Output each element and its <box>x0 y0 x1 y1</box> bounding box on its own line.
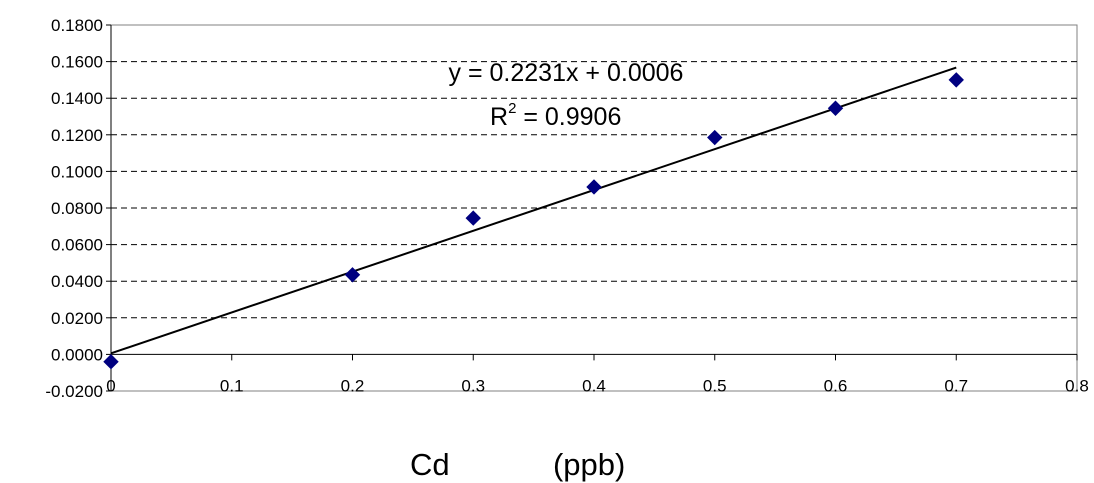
axes <box>106 24 1078 392</box>
data-point <box>586 179 602 195</box>
x-tick-label: 0.2 <box>341 376 365 395</box>
y-tick-label: 0.1200 <box>51 126 103 145</box>
y-tick-label: 0.0200 <box>51 309 103 328</box>
y-tick-label: 0.1400 <box>51 89 103 108</box>
x-tick-labels: 0 0.1 0.2 0.3 0.4 0.5 0.6 0.7 0.8 <box>106 376 1089 395</box>
x-tick-label: 0.5 <box>703 376 727 395</box>
r-squared-value: = 0.9906 <box>516 103 621 131</box>
x-tick-label: 0.8 <box>1065 376 1089 395</box>
trendline-equation: y = 0.2231x + 0.0006 <box>449 59 684 87</box>
data-point <box>827 100 844 116</box>
x-axis-label: Cd (ppb) <box>410 447 625 482</box>
y-tick-label: 0.0400 <box>51 272 103 291</box>
x-tick-label: 0.6 <box>824 376 848 395</box>
data-point <box>344 267 361 283</box>
r-squared-label: R2 = 0.9906 <box>490 100 621 131</box>
y-tick-label: 0.0600 <box>51 236 103 255</box>
r-squared-superscript: 2 <box>508 100 516 117</box>
x-tick-label: 0.4 <box>582 376 606 395</box>
gridlines <box>111 61 1077 319</box>
x-tick-label: 0 <box>106 376 115 395</box>
r-squared-r: R <box>490 103 508 131</box>
data-point <box>103 354 119 370</box>
data-point <box>465 210 481 226</box>
y-tick-label: 0.0800 <box>51 199 103 218</box>
data-point <box>707 129 723 146</box>
x-tick-label: 0.1 <box>220 376 244 395</box>
y-tick-label: 0.0000 <box>51 345 103 364</box>
trendline-group <box>110 66 957 355</box>
y-tick-label: -0.0200 <box>45 382 103 401</box>
y-tick-label: 0.1600 <box>51 53 103 72</box>
trendline <box>110 66 957 355</box>
x-tick-label: 0.7 <box>944 376 968 395</box>
data-points <box>103 72 964 370</box>
data-point <box>948 72 964 88</box>
y-tick-label: 0.1000 <box>51 162 103 181</box>
y-tick-labels: -0.0200 0.0000 0.0200 0.0400 0.0600 0.0800 0.1… <box>45 16 103 401</box>
x-tick-label: 0.3 <box>461 376 485 395</box>
y-tick-label: 0.1800 <box>51 16 103 35</box>
